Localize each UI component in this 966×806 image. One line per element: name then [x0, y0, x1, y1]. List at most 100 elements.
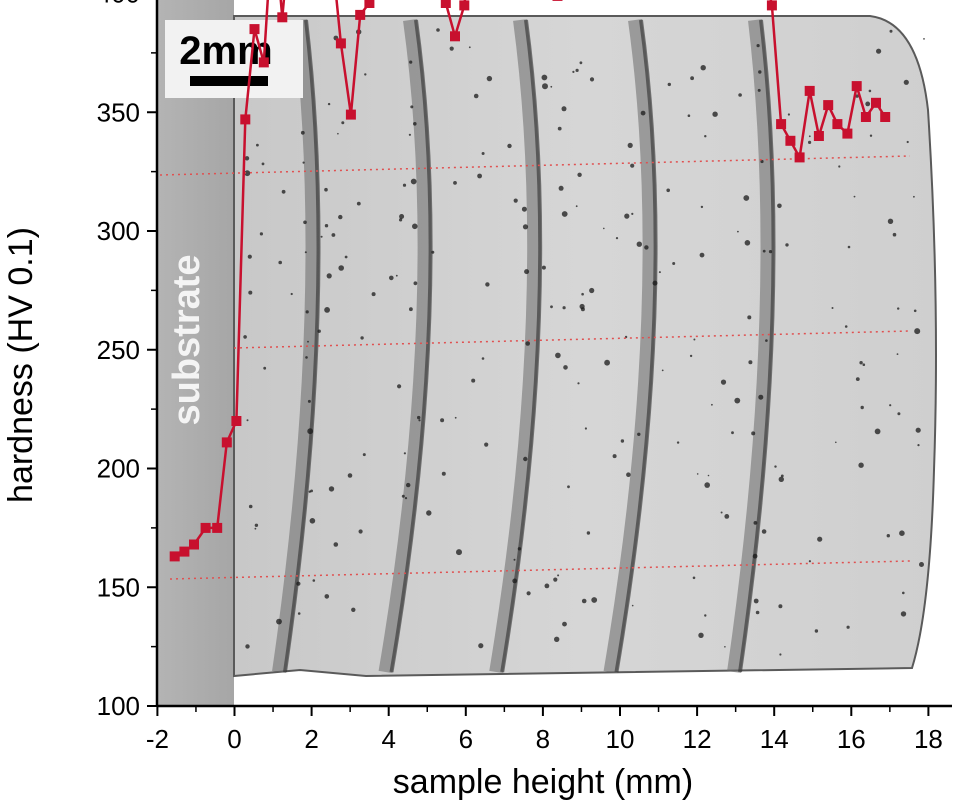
hardness-series — [169, 0, 891, 562]
pore — [525, 341, 530, 346]
pore — [676, 441, 680, 444]
pore — [408, 133, 411, 136]
pore — [481, 152, 485, 155]
pore — [630, 163, 635, 168]
pore — [855, 377, 860, 381]
pore — [449, 46, 454, 51]
pore — [579, 61, 583, 65]
pore — [526, 591, 531, 596]
axes — [155, 0, 952, 708]
pore — [860, 405, 864, 410]
pore — [744, 240, 751, 246]
pore — [413, 122, 417, 126]
pore — [410, 178, 417, 185]
pore — [753, 521, 758, 525]
pore — [603, 227, 605, 230]
pore — [360, 336, 364, 340]
pore — [276, 618, 282, 625]
pore — [853, 195, 856, 198]
pore — [305, 356, 308, 359]
pore — [521, 206, 527, 212]
pore — [431, 250, 435, 254]
pore — [892, 232, 897, 237]
x-tick-label: 4 — [381, 724, 395, 754]
pore — [304, 251, 307, 254]
pore — [667, 82, 671, 87]
pore — [320, 235, 323, 238]
pore — [567, 485, 570, 489]
pore — [652, 280, 658, 286]
pore — [896, 353, 899, 355]
data-point — [794, 152, 805, 163]
pore — [406, 482, 411, 488]
pore — [557, 574, 560, 577]
pore — [765, 339, 768, 342]
pore — [263, 366, 267, 370]
pore — [397, 384, 402, 389]
pore — [778, 604, 783, 609]
pore — [615, 237, 619, 240]
pore — [889, 404, 892, 407]
pore — [402, 183, 407, 187]
pore — [808, 140, 812, 144]
data-point — [231, 416, 242, 426]
substrate-region — [157, 0, 234, 706]
pore — [356, 201, 361, 206]
pore — [244, 156, 250, 161]
pore — [780, 474, 784, 478]
pore — [636, 241, 642, 247]
data-point — [776, 119, 787, 130]
pore — [699, 252, 705, 258]
substrate-label: substrate — [166, 254, 208, 425]
pore — [248, 504, 253, 509]
data-point — [335, 38, 346, 49]
data-point — [169, 551, 180, 562]
data-point — [804, 85, 815, 96]
pore — [844, 325, 848, 328]
pore — [711, 403, 713, 406]
data-point — [364, 0, 375, 8]
pore — [553, 577, 558, 582]
pore — [874, 428, 881, 435]
pore — [524, 269, 530, 275]
pore — [698, 632, 704, 638]
pore — [324, 594, 330, 599]
pore — [410, 105, 414, 109]
pore — [631, 604, 634, 607]
pore — [507, 143, 512, 149]
data-point — [277, 12, 288, 23]
pore — [248, 290, 253, 295]
pore — [689, 354, 693, 358]
pore — [333, 542, 339, 547]
data-point — [249, 24, 260, 35]
pore — [541, 74, 548, 81]
pore — [584, 427, 588, 430]
x-tick-label: 0 — [227, 724, 241, 754]
pore — [612, 454, 617, 459]
pore — [858, 462, 864, 468]
pore — [914, 328, 921, 335]
reference-line-upper — [159, 155, 911, 176]
pore — [720, 379, 727, 385]
pore — [743, 195, 750, 201]
pore — [328, 486, 335, 492]
pore — [704, 614, 707, 617]
pore — [768, 250, 773, 254]
pore — [296, 581, 301, 586]
pore — [562, 621, 567, 627]
pore — [290, 292, 293, 296]
pore — [707, 474, 710, 477]
pore — [309, 518, 316, 524]
pore — [862, 363, 866, 367]
pore — [246, 419, 249, 422]
pore — [846, 625, 850, 629]
pore — [485, 282, 490, 287]
pore — [737, 230, 739, 233]
layer-boundary — [272, 19, 320, 674]
pore — [344, 255, 348, 259]
data-point — [552, 0, 563, 1]
data-point — [871, 97, 881, 108]
pore — [672, 262, 676, 265]
pore — [327, 102, 331, 106]
pore — [468, 46, 471, 49]
